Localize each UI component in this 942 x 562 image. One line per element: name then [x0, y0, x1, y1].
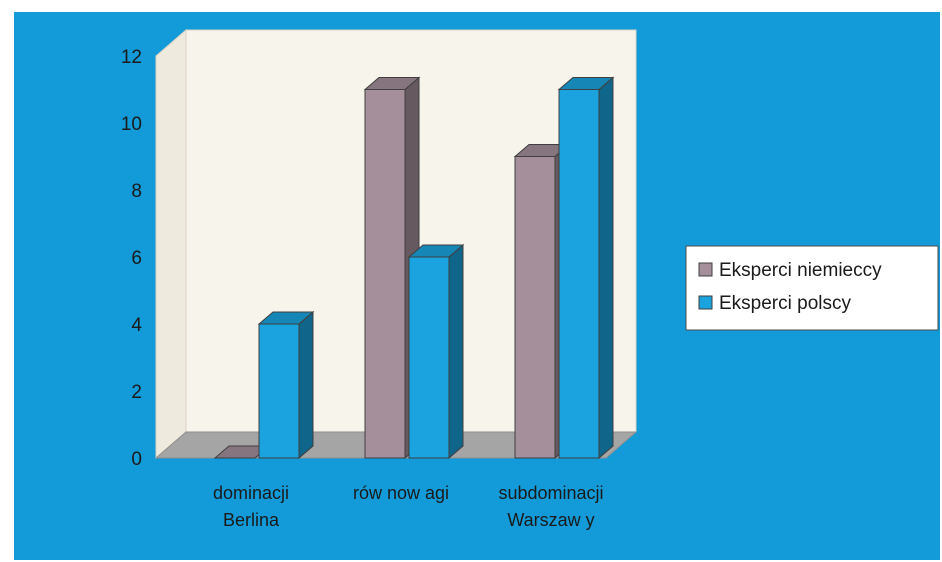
plot-side-wall: [155, 28, 187, 460]
category-label: dominacji: [213, 483, 289, 503]
bar-front: [408, 256, 450, 459]
y-tick-label: 12: [121, 47, 142, 68]
y-tick-label: 6: [131, 248, 142, 269]
category-label: Berlina: [223, 510, 280, 530]
category-label: subdominacji: [498, 483, 603, 503]
bar-side: [298, 310, 314, 460]
legend-box: [685, 245, 939, 331]
bar-side: [598, 76, 614, 460]
bar: [363, 76, 421, 460]
bar-front: [558, 89, 600, 459]
bar: [257, 310, 315, 460]
bar-front: [514, 156, 556, 459]
y-tick-label: 10: [121, 114, 142, 135]
legend-label: Eksperci polscy: [719, 293, 851, 314]
bar-front: [258, 323, 300, 459]
y-tick-label: 0: [131, 449, 142, 470]
bar: [557, 76, 615, 460]
category-label: rów now agi: [353, 483, 449, 503]
legend-swatch: [698, 295, 713, 310]
y-tick-label: 8: [131, 181, 142, 202]
bar-front: [364, 89, 406, 459]
bar: [407, 243, 465, 460]
bar-side: [448, 243, 464, 460]
y-tick-label: 4: [131, 315, 142, 336]
category-label: Warszaw y: [507, 510, 594, 530]
y-tick-label: 2: [131, 382, 142, 403]
legend-label: Eksperci niemieccy: [719, 260, 882, 281]
legend-swatch: [698, 262, 713, 277]
